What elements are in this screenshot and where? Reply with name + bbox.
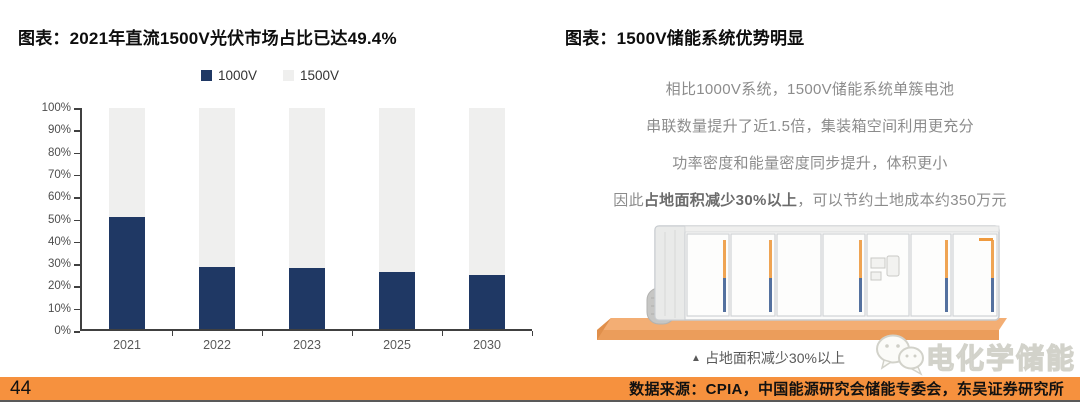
footer: 44 数据来源：CPIA，中国能源研究会储能专委会，东吴证券研究所 xyxy=(0,377,1080,402)
bar-group: 2023 xyxy=(262,108,353,352)
y-tick-label: 50% xyxy=(47,213,81,226)
bar-segment-1000V xyxy=(379,271,415,329)
x-axis-label: 2022 xyxy=(203,338,231,352)
description-line-1: 相比1000V系统，1500V储能系统单簇电池 xyxy=(665,81,955,98)
legend-label-1500v: 1500V xyxy=(300,68,340,83)
description-line-3: 功率密度和能量密度同步提升，体积更小 xyxy=(672,155,948,172)
y-axis: 100% 90% 80% 70% 60% 50% 40% 30% 20% 10% 0% xyxy=(24,102,81,337)
y-tick-label: 70% xyxy=(47,168,81,181)
line4-prefix: 因此 xyxy=(613,192,644,209)
page-number: 44 xyxy=(10,377,32,399)
illustration-caption: ▲ 占地面积减少30%以上 xyxy=(498,348,1038,368)
right-panel: 图表：1500V储能系统优势明显 相比1000V系统，1500V储能系统单簇电池… xyxy=(540,0,1080,377)
stacked-bar xyxy=(199,108,235,329)
legend-item-1000v: 1000V xyxy=(200,68,257,83)
storage-container-svg xyxy=(597,225,1007,340)
bar-segment-1500V xyxy=(109,108,145,218)
content-area: 图表：2021年直流1500V光伏市场占比已达49.4% 1000V 1500V… xyxy=(0,0,1080,377)
bar-segment-1000V xyxy=(289,268,325,329)
x-axis-label: 2030 xyxy=(473,338,501,352)
x-axis-label: 2023 xyxy=(293,338,321,352)
caption-text: 占地面积减少30%以上 xyxy=(704,350,845,366)
line4-suffix: ，可以节约土地成本约350万元 xyxy=(797,192,1007,209)
x-axis-label: 2021 xyxy=(113,338,141,352)
bar-segment-1500V xyxy=(289,108,325,269)
stacked-bar-chart: 100% 90% 80% 70% 60% 50% 40% 30% 20% 10% 0% 2021 20… xyxy=(24,102,533,352)
plot-area: 2021 2022 2023 2025 2030 xyxy=(80,108,533,352)
y-tick-label: 30% xyxy=(47,258,81,271)
bar-segment-1500V xyxy=(199,108,235,268)
line4-bold-text: 占地面积减少30%以上 xyxy=(643,192,798,209)
bar-segment-1000V xyxy=(199,267,235,329)
storage-container-illustration xyxy=(595,218,1025,343)
legend-label-1000v: 1000V xyxy=(217,68,257,83)
bar-group: 2021 xyxy=(82,108,173,352)
stacked-bar xyxy=(289,108,325,329)
legend-swatch-1000v xyxy=(200,70,212,81)
legend-item-1500v: 1500V xyxy=(283,68,339,83)
description-block: 相比1000V系统，1500V储能系统单簇电池 串联数量提升了近1.5倍，集装箱… xyxy=(540,71,1080,219)
legend-swatch-1500v xyxy=(283,70,294,81)
data-source: 数据来源：CPIA，中国能源研究会储能专委会，东吴证券研究所 xyxy=(629,381,1064,398)
description-line-2: 串联数量提升了近1.5倍，集装箱空间利用更充分 xyxy=(646,118,974,135)
left-chart-title: 图表：2021年直流1500V光伏市场占比已达49.4% xyxy=(18,29,397,48)
bar-group: 2030 xyxy=(442,108,533,352)
stacked-bar xyxy=(379,108,415,329)
stacked-bar xyxy=(109,108,145,329)
bar-segment-1000V xyxy=(469,274,505,329)
y-tick-label: 40% xyxy=(47,235,81,248)
y-tick-label: 20% xyxy=(47,280,81,293)
bar-segment-1500V xyxy=(469,108,505,275)
y-tick-label: 60% xyxy=(47,191,81,204)
bar-group: 2025 xyxy=(352,108,443,352)
stacked-bar xyxy=(469,108,505,329)
left-panel: 图表：2021年直流1500V光伏市场占比已达49.4% 1000V 1500V… xyxy=(0,0,540,377)
bar-segment-1500V xyxy=(379,108,415,272)
y-tick-label: 10% xyxy=(47,302,81,315)
y-tick-label: 100% xyxy=(41,102,81,114)
chart-legend: 1000V 1500V xyxy=(20,68,520,83)
x-axis-label: 2025 xyxy=(383,338,411,352)
right-chart-title: 图表：1500V储能系统优势明显 xyxy=(565,29,805,48)
y-tick-label: 90% xyxy=(47,124,81,137)
y-tick-label: 0% xyxy=(54,325,80,337)
triangle-marker: ▲ xyxy=(691,353,701,364)
bar-segment-1000V xyxy=(109,217,145,329)
bar-group: 2022 xyxy=(172,108,263,352)
y-tick-label: 80% xyxy=(47,146,81,159)
description-line-4: 因此占地面积减少30%以上，可以节约土地成本约350万元 xyxy=(540,182,1080,219)
